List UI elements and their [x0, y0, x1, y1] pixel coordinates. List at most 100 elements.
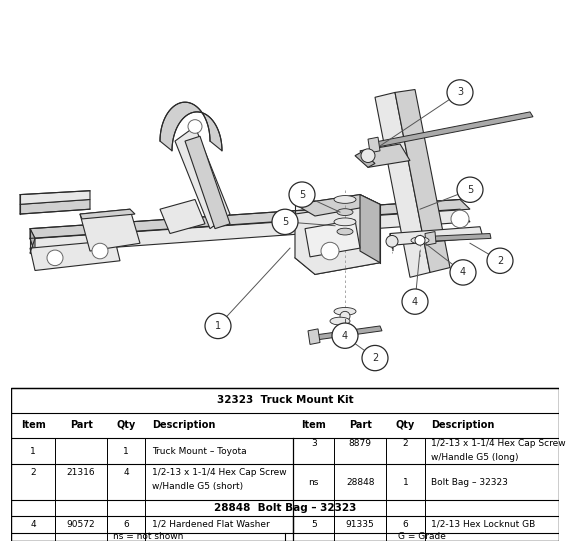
Text: 5: 5 — [311, 520, 316, 529]
Text: 2: 2 — [402, 439, 408, 448]
Text: 1/2-13 x 1-1/4 Hex Cap Screw: 1/2-13 x 1-1/4 Hex Cap Screw — [431, 439, 566, 448]
Text: 1/2 Hardened Flat Washer: 1/2 Hardened Flat Washer — [152, 520, 270, 529]
Polygon shape — [20, 191, 90, 204]
Text: 5: 5 — [282, 217, 288, 227]
Text: 1/2-13 x 1-1/4 Hex Cap Screw: 1/2-13 x 1-1/4 Hex Cap Screw — [152, 468, 287, 477]
Ellipse shape — [334, 307, 356, 315]
Ellipse shape — [330, 317, 350, 325]
Circle shape — [47, 250, 63, 266]
Text: 3: 3 — [311, 439, 316, 448]
Text: 2: 2 — [372, 353, 378, 363]
Polygon shape — [30, 199, 470, 239]
FancyBboxPatch shape — [11, 388, 559, 541]
Polygon shape — [295, 204, 380, 275]
Text: 1/2-13 Hex Locknut GB: 1/2-13 Hex Locknut GB — [431, 520, 535, 529]
Text: 32323  Truck Mount Kit: 32323 Truck Mount Kit — [217, 395, 353, 406]
Text: Item: Item — [302, 420, 326, 430]
Text: Qty: Qty — [117, 420, 136, 430]
Polygon shape — [390, 227, 483, 245]
Polygon shape — [375, 92, 430, 277]
Text: G = Grade: G = Grade — [398, 532, 446, 541]
Text: Part: Part — [70, 420, 92, 430]
Text: 91335: 91335 — [346, 520, 374, 529]
Circle shape — [415, 235, 425, 245]
Ellipse shape — [337, 228, 353, 235]
Circle shape — [361, 149, 375, 163]
Circle shape — [386, 235, 398, 247]
Polygon shape — [395, 90, 450, 272]
Text: Part: Part — [349, 420, 372, 430]
Circle shape — [450, 260, 476, 285]
Polygon shape — [308, 329, 320, 345]
Polygon shape — [305, 220, 360, 257]
Text: 6: 6 — [402, 520, 408, 529]
Polygon shape — [80, 209, 135, 219]
Text: 1: 1 — [30, 447, 36, 455]
Circle shape — [487, 248, 513, 274]
Polygon shape — [30, 209, 470, 253]
Circle shape — [92, 244, 108, 259]
Text: 4: 4 — [342, 331, 348, 341]
Circle shape — [451, 210, 469, 228]
Circle shape — [457, 177, 483, 203]
Text: 28848: 28848 — [346, 478, 374, 486]
Text: 1: 1 — [402, 478, 408, 486]
Circle shape — [447, 80, 473, 105]
Polygon shape — [370, 112, 533, 148]
Text: 90572: 90572 — [67, 520, 96, 529]
Text: Item: Item — [21, 420, 46, 430]
Text: Truck Mount – Toyota: Truck Mount – Toyota — [152, 447, 247, 455]
Text: Qty: Qty — [396, 420, 415, 430]
Text: 4: 4 — [412, 296, 418, 307]
Polygon shape — [427, 234, 491, 241]
Text: Bolt Bag – 32323: Bolt Bag – 32323 — [431, 478, 508, 486]
Ellipse shape — [334, 218, 356, 225]
Polygon shape — [175, 127, 230, 229]
Text: ns: ns — [308, 478, 319, 486]
Polygon shape — [360, 144, 410, 168]
Polygon shape — [160, 199, 205, 234]
Text: 5: 5 — [299, 189, 305, 200]
Text: ns = not shown: ns = not shown — [113, 532, 184, 541]
Circle shape — [332, 323, 358, 348]
Circle shape — [289, 182, 315, 207]
Polygon shape — [295, 194, 380, 216]
Text: 4: 4 — [124, 468, 129, 477]
Polygon shape — [80, 209, 140, 251]
Polygon shape — [30, 229, 35, 253]
Circle shape — [340, 311, 350, 321]
Text: 1: 1 — [215, 321, 221, 331]
Polygon shape — [160, 102, 222, 151]
Text: Description: Description — [431, 420, 495, 430]
Ellipse shape — [337, 209, 353, 216]
Polygon shape — [20, 199, 90, 214]
Polygon shape — [368, 137, 380, 153]
Text: 28848  Bolt Bag – 32323: 28848 Bolt Bag – 32323 — [214, 503, 356, 513]
Polygon shape — [390, 234, 393, 251]
Polygon shape — [360, 194, 380, 263]
Text: 8879: 8879 — [349, 439, 372, 448]
Text: Description: Description — [152, 420, 215, 430]
Ellipse shape — [334, 195, 356, 203]
Polygon shape — [185, 136, 230, 229]
Circle shape — [362, 346, 388, 371]
Ellipse shape — [411, 237, 429, 244]
Polygon shape — [355, 152, 375, 168]
Circle shape — [321, 242, 339, 260]
Text: 1: 1 — [124, 447, 129, 455]
Text: 4: 4 — [460, 268, 466, 277]
Polygon shape — [425, 232, 436, 245]
Text: 4: 4 — [30, 520, 36, 529]
Text: 3: 3 — [457, 87, 463, 97]
Polygon shape — [30, 240, 120, 270]
Circle shape — [272, 209, 298, 234]
Text: w/Handle G5 (long): w/Handle G5 (long) — [431, 453, 519, 462]
Text: 5: 5 — [467, 185, 473, 195]
Circle shape — [188, 120, 202, 133]
Polygon shape — [310, 326, 382, 341]
Text: w/Handle G5 (short): w/Handle G5 (short) — [152, 482, 243, 491]
Text: 21316: 21316 — [67, 468, 96, 477]
Text: 6: 6 — [124, 520, 129, 529]
Circle shape — [402, 289, 428, 314]
Circle shape — [205, 313, 231, 339]
